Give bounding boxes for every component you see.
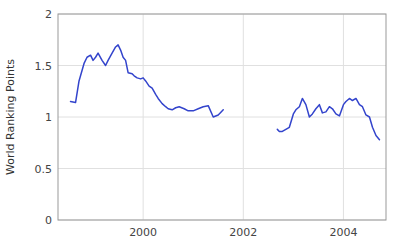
y-tick-label: 0.5 [35,163,53,176]
grid-line [58,168,386,169]
y-tick-label: 1.5 [35,60,53,73]
y-tick-label: 0 [45,214,52,227]
y-tick-label: 1 [45,111,52,124]
grid-line [58,117,386,118]
grid-line [243,14,244,220]
tick-labels: 0 0.5 1 1.5 2 2000 2002 2004 [35,8,358,239]
lines [71,45,380,140]
line [277,98,379,139]
line [71,45,224,117]
x-tick-label: 2000 [129,226,157,239]
chart: 0 0.5 1 1.5 2 2000 2002 2004 World Ranking Point… [0,0,400,250]
grid-line [58,65,386,66]
grid [58,14,386,220]
x-tick-label: 2002 [229,226,257,239]
y-tick-label: 2 [45,8,52,21]
x-tick-label: 2004 [329,226,357,239]
grid-line [343,14,344,220]
grid-line [143,14,144,220]
y-axis-label: World Ranking Points [4,59,17,175]
plot-frame [58,14,386,220]
